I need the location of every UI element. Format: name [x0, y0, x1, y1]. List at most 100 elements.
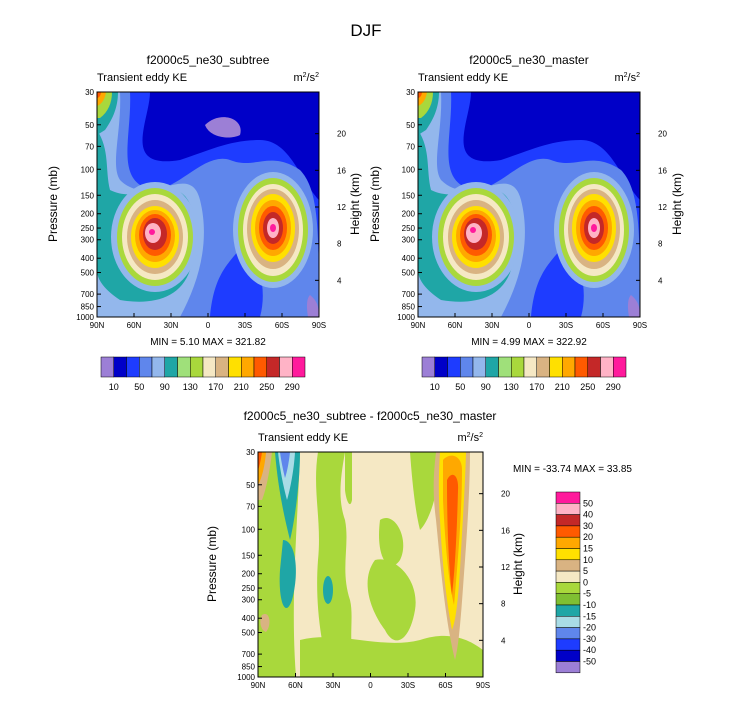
- colorbar-label: 170: [529, 382, 544, 392]
- colorbar-label: 90: [160, 382, 170, 392]
- height-tick-label: 4: [658, 276, 663, 285]
- pressure-tick-label: 50: [246, 481, 255, 490]
- variable-label: Transient eddy KE: [258, 432, 348, 444]
- latitude-tick-label: 90S: [312, 321, 326, 330]
- colorbar-label: -10: [583, 600, 596, 610]
- colorbar-label: -15: [583, 611, 596, 621]
- pressure-tick-label: 250: [242, 584, 256, 593]
- colorbar-label: 290: [285, 382, 300, 392]
- pressure-tick-label: 100: [81, 165, 95, 174]
- latitude-tick-label: 90S: [633, 321, 647, 330]
- latitude-tick-label: 90N: [90, 321, 105, 330]
- panel-master: f2000c5_ne30_master Transient eddy KE m2…: [368, 53, 684, 348]
- colorbar-label: 250: [259, 382, 274, 392]
- latitude-tick-label: 90N: [411, 321, 426, 330]
- colorbar-swatch: [555, 593, 581, 606]
- contour-field: [258, 452, 483, 677]
- colorbar-swatch: [600, 356, 614, 378]
- pressure-tick-label: 50: [406, 121, 415, 130]
- colorbar-label: 15: [583, 544, 593, 554]
- colorbar-label: 10: [583, 555, 593, 565]
- min-max-stats: MIN = -33.74 MAX = 33.85: [513, 464, 632, 475]
- colorbar-swatch: [555, 604, 581, 617]
- units-label: m2/s2: [457, 432, 483, 444]
- colorbar-swatch: [279, 356, 293, 378]
- height-tick-label: 16: [337, 166, 346, 175]
- colorbar-swatch: [555, 536, 581, 549]
- pressure-tick-label: 850: [402, 303, 416, 312]
- colorbar-label: 20: [583, 532, 593, 542]
- colorbar-swatch: [266, 356, 280, 378]
- y2-axis-label: Height (km): [511, 533, 525, 595]
- colorbar-swatch: [587, 356, 601, 378]
- pressure-tick-label: 200: [402, 210, 416, 219]
- pressure-tick-label: 200: [81, 210, 95, 219]
- y-axis-label: Pressure (mb): [205, 526, 219, 602]
- colorbar-label: -50: [583, 657, 596, 667]
- height-tick-label: 8: [658, 240, 663, 249]
- pressure-tick-label: 850: [81, 303, 95, 312]
- latitude-tick-label: 30N: [164, 321, 179, 330]
- latitude-tick-label: 60S: [438, 681, 452, 690]
- colorbar-swatch: [100, 356, 114, 378]
- pressure-tick-label: 70: [406, 142, 415, 151]
- colorbar-swatch: [523, 356, 537, 378]
- colorbar-label: 210: [555, 382, 570, 392]
- latitude-tick-label: 0: [368, 681, 373, 690]
- colorbar-swatch: [472, 356, 486, 378]
- latitude-tick-label: 30S: [559, 321, 573, 330]
- panel-title: f2000c5_ne30_subtree - f2000c5_ne30_mast…: [244, 409, 497, 423]
- min-max-stats: MIN = 5.10 MAX = 321.82: [150, 337, 266, 348]
- colorbar-label: 30: [583, 521, 593, 531]
- colorbar-label: -20: [583, 623, 596, 633]
- pressure-tick-label: 300: [242, 596, 256, 605]
- height-tick-label: 20: [337, 130, 346, 139]
- pressure-tick-label: 300: [402, 236, 416, 245]
- pressure-tick-label: 500: [242, 629, 256, 638]
- colorbar-swatch: [139, 356, 153, 378]
- pressure-tick-label: 30: [406, 88, 415, 97]
- colorbar-swatch: [151, 356, 165, 378]
- colorbar-swatch: [555, 570, 581, 583]
- colorbar-label: 210: [234, 382, 249, 392]
- variable-label: Transient eddy KE: [418, 72, 508, 84]
- pressure-tick-label: 30: [246, 448, 255, 457]
- colorbar-swatch: [447, 356, 461, 378]
- colorbar-label: 50: [583, 498, 593, 508]
- colorbar-swatch: [562, 356, 576, 378]
- colorbar-swatch: [241, 356, 255, 378]
- colorbar-label: 40: [583, 510, 593, 520]
- colorbar-swatch: [555, 661, 581, 674]
- colorbar-swatch: [177, 356, 191, 378]
- pressure-tick-label: 100: [402, 165, 416, 174]
- pressure-tick-label: 250: [81, 224, 95, 233]
- y2-axis-label: Height (km): [670, 173, 684, 235]
- pressure-tick-label: 70: [246, 502, 255, 511]
- colorbar-label: 5: [583, 566, 588, 576]
- pressure-tick-label: 150: [242, 551, 256, 560]
- y-axis-label: Pressure (mb): [368, 166, 382, 242]
- colorbar-swatch: [555, 548, 581, 561]
- latitude-tick-label: 60S: [275, 321, 289, 330]
- pressure-tick-label: 500: [81, 269, 95, 278]
- figure-title: DJF: [350, 21, 381, 40]
- panel-title: f2000c5_ne30_subtree: [147, 53, 270, 67]
- min-max-stats: MIN = 4.99 MAX = 322.92: [471, 337, 587, 348]
- pressure-tick-label: 400: [402, 254, 416, 263]
- colorbar-swatch: [549, 356, 563, 378]
- y-axis-label: Pressure (mb): [46, 166, 60, 242]
- pressure-tick-label: 200: [242, 570, 256, 579]
- latitude-tick-label: 60N: [127, 321, 142, 330]
- latitude-tick-label: 30N: [485, 321, 500, 330]
- panel-title: f2000c5_ne30_master: [469, 53, 588, 67]
- colorbar-label: 290: [606, 382, 621, 392]
- pressure-tick-label: 1000: [76, 313, 94, 322]
- panel-subtree: f2000c5_ne30_subtree Transient eddy KE m…: [46, 53, 362, 348]
- colorbar-swatch: [555, 503, 581, 515]
- pressure-tick-label: 30: [85, 88, 94, 97]
- colorbar-swatch: [113, 356, 127, 378]
- colorbar-swatch: [126, 356, 140, 378]
- height-tick-label: 16: [501, 526, 510, 535]
- colorbar-swatch: [574, 356, 588, 378]
- pressure-tick-label: 700: [242, 650, 256, 659]
